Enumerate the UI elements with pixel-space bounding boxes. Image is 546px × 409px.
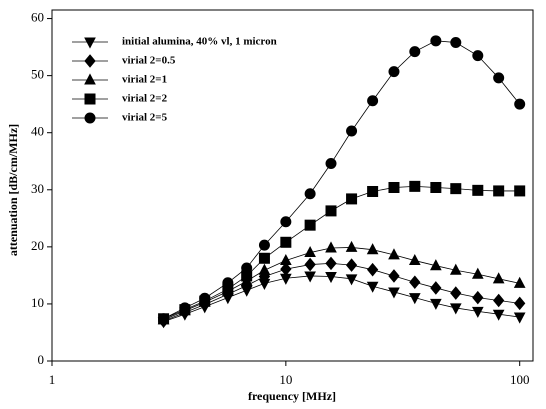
marker bbox=[492, 272, 505, 284]
marker bbox=[472, 50, 484, 62]
marker bbox=[408, 293, 421, 305]
marker bbox=[258, 263, 271, 275]
x-tick-label: 1 bbox=[49, 372, 56, 387]
marker bbox=[471, 306, 484, 318]
marker bbox=[514, 296, 526, 311]
marker bbox=[472, 184, 484, 196]
marker bbox=[471, 267, 484, 279]
marker bbox=[472, 290, 484, 305]
marker bbox=[430, 35, 442, 47]
marker bbox=[258, 252, 270, 264]
marker bbox=[345, 274, 358, 286]
marker bbox=[430, 298, 442, 310]
marker bbox=[430, 181, 442, 193]
marker bbox=[388, 287, 400, 299]
legend-marker bbox=[84, 73, 96, 85]
y-tick-label: 60 bbox=[31, 10, 44, 25]
marker bbox=[280, 253, 292, 266]
marker bbox=[493, 72, 505, 84]
marker bbox=[388, 248, 400, 260]
legend-label: virial 2=0.5 bbox=[122, 55, 176, 67]
y-tick-label: 20 bbox=[31, 238, 44, 253]
marker bbox=[325, 205, 337, 217]
marker bbox=[513, 312, 526, 324]
marker bbox=[241, 262, 253, 274]
marker bbox=[409, 46, 421, 58]
marker bbox=[325, 256, 337, 271]
y-tick-label: 30 bbox=[31, 181, 44, 196]
y-tick-label: 40 bbox=[31, 124, 44, 139]
marker bbox=[304, 219, 316, 231]
marker bbox=[367, 95, 379, 107]
y-tick-label: 10 bbox=[31, 295, 44, 310]
marker bbox=[280, 236, 292, 248]
marker bbox=[222, 277, 234, 289]
marker bbox=[345, 258, 358, 272]
y-tick-label: 0 bbox=[38, 352, 45, 367]
marker bbox=[304, 188, 316, 200]
marker bbox=[325, 158, 337, 170]
marker bbox=[367, 185, 379, 197]
marker bbox=[449, 303, 462, 315]
marker bbox=[280, 262, 292, 276]
marker bbox=[514, 185, 526, 197]
marker bbox=[450, 37, 462, 49]
marker bbox=[366, 243, 379, 255]
marker bbox=[325, 241, 337, 253]
series-line bbox=[163, 247, 520, 321]
marker bbox=[409, 275, 421, 290]
y-axis-title: attenuation [dB/cm/MHz] bbox=[6, 124, 20, 256]
legend-label: virial 2=2 bbox=[122, 93, 168, 105]
legend-marker bbox=[84, 54, 96, 68]
plot-frame bbox=[51, 9, 534, 362]
marker bbox=[449, 263, 462, 275]
marker bbox=[366, 262, 379, 277]
marker bbox=[450, 183, 462, 195]
marker bbox=[258, 239, 270, 251]
marker bbox=[492, 309, 505, 321]
marker bbox=[304, 257, 316, 272]
marker bbox=[199, 292, 211, 304]
legend-marker bbox=[84, 112, 96, 124]
marker bbox=[158, 313, 170, 325]
marker bbox=[304, 245, 316, 258]
legend-marker bbox=[84, 37, 96, 49]
series-line bbox=[163, 275, 520, 322]
x-tick-label: 10 bbox=[279, 372, 292, 387]
marker bbox=[346, 193, 358, 205]
marker bbox=[493, 185, 505, 197]
marker bbox=[513, 276, 526, 288]
marker bbox=[388, 66, 400, 78]
marker bbox=[409, 180, 421, 192]
legend-marker bbox=[84, 93, 96, 105]
marker bbox=[450, 286, 462, 300]
marker bbox=[366, 281, 379, 293]
marker bbox=[388, 269, 400, 283]
x-axis-title: frequency [MHz] bbox=[248, 389, 336, 403]
x-tick-label: 100 bbox=[510, 372, 530, 387]
marker bbox=[493, 293, 505, 308]
legend-label: virial 2=5 bbox=[122, 112, 168, 124]
marker bbox=[325, 272, 337, 284]
marker bbox=[346, 125, 358, 137]
series-line bbox=[163, 40, 521, 320]
legend-label: initial alumina, 40% vl, 1 micron bbox=[122, 36, 277, 48]
marker bbox=[388, 181, 400, 193]
marker bbox=[345, 240, 358, 252]
marker bbox=[430, 259, 442, 271]
marker bbox=[408, 253, 421, 266]
marker bbox=[304, 271, 316, 283]
y-tick-label: 50 bbox=[31, 67, 44, 82]
marker bbox=[514, 98, 526, 110]
marker bbox=[280, 216, 292, 228]
legend-label: virial 2=1 bbox=[122, 74, 167, 86]
marker bbox=[179, 302, 191, 314]
marker bbox=[430, 281, 442, 295]
